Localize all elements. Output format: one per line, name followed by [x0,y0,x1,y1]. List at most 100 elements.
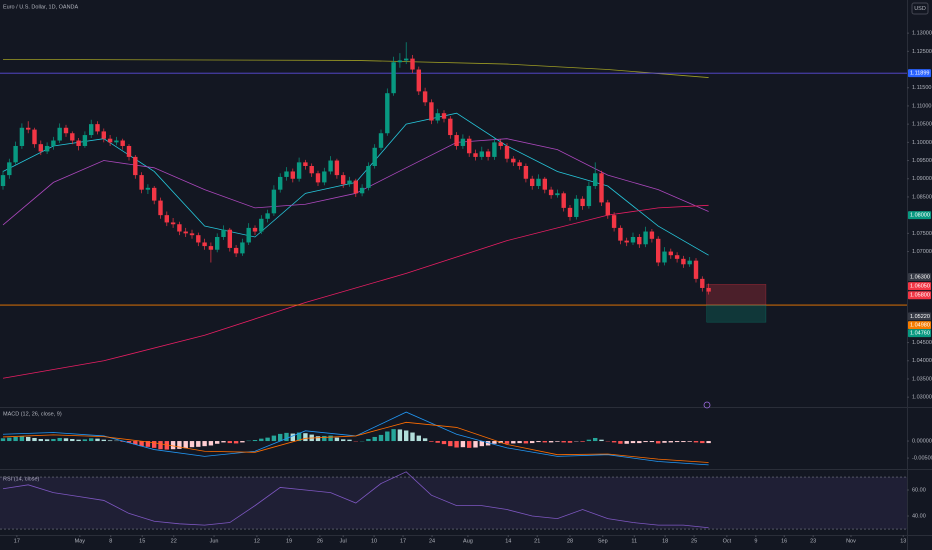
candle-body [89,124,94,136]
candle-body [290,171,295,179]
x-tick-label: 22 [171,538,177,544]
candle-body [227,229,232,248]
macd-histogram-bar [555,441,560,442]
macd-histogram-bar [372,436,377,442]
candle-body [252,227,258,232]
price-label-bg [908,321,931,330]
macd-histogram-bar [681,441,686,443]
candle-body [378,133,384,148]
price-label-bg [908,312,931,321]
price-label: 1.05800 [910,293,930,299]
price-label: 1.06050 [910,284,930,290]
macd-histogram-bar [19,436,25,442]
macd-histogram-bar [517,441,522,444]
currency-button[interactable] [911,2,929,15]
candle-body [126,145,132,157]
candle-body [322,171,327,183]
macd-histogram-bar [32,437,37,442]
macd-histogram-bar [51,439,56,442]
macd-histogram-bar [227,441,232,444]
y-tick-label: 1.12500 [912,49,932,55]
price-label-bg [908,282,931,291]
macd-histogram-bar [265,437,270,442]
x-tick-label: Nov [846,538,856,544]
x-tick-label: 28 [567,538,573,544]
macd-histogram-bar [177,441,182,449]
candle-body [82,135,88,146]
candle-body [441,113,447,119]
macd-histogram-bar [133,441,138,445]
moving-average [2,204,709,379]
candle-body [637,236,642,245]
candle-body [448,118,453,136]
y-tick-label: 1.04500 [912,340,932,346]
macd-histogram-bar [422,438,428,442]
macd-histogram-bar [397,429,403,442]
candle-body [315,173,321,183]
candle-body [410,58,415,70]
y-tick-label: 1.08500 [912,194,932,200]
event-icon[interactable] [703,401,711,409]
macd-histogram-bar [328,435,333,442]
currency[interactable]: USD [914,6,926,12]
candle-body [662,251,667,263]
x-tick-label: 23 [810,538,816,544]
price-label-bg [908,329,931,338]
candle-body [177,224,182,232]
macd-histogram-bar [511,441,516,444]
macd-histogram-bar [202,441,207,447]
candle-body [233,247,239,254]
macd-histogram-bar [158,441,163,450]
candle-body [215,236,220,250]
candle-body [643,231,648,245]
macd-histogram-bar [656,441,661,444]
macd-histogram-bar [208,441,214,446]
macd-histogram-bar [586,439,592,442]
y-tick-label: 1.07000 [912,249,932,255]
y-tick-label: 1.11000 [912,103,931,109]
y-tick-label: 1.09500 [912,158,932,164]
macd-histogram-bar [523,441,529,444]
x-tick-label: Sep [598,538,608,544]
macd-histogram-bar [649,441,655,443]
macd-histogram-bar [662,441,667,443]
price-label: 1.04980 [910,323,930,329]
macd-histogram-bar [107,440,113,442]
macd-histogram-bar [296,432,302,442]
candle-body [259,218,264,232]
candle-body [687,260,692,265]
candle-body [618,227,623,241]
candle-body [57,127,62,141]
candle-body [265,213,270,219]
candle-body [498,142,503,146]
macd-title: MACD (12, 26, close, 9) [3,411,62,417]
candle-body [26,127,31,130]
x-tick-label: Aug [463,538,473,544]
candle-body [548,189,554,196]
candle-body [435,113,440,121]
macd-histogram-bar [101,439,106,442]
macd-histogram-bar [441,441,447,445]
macd-histogram-bar [668,441,673,443]
candle-body [605,202,610,216]
candle-body [630,236,636,243]
price-label: 1.04760 [910,331,930,337]
candle-body [567,207,573,217]
macd-histogram-bar [593,437,598,442]
candle-body [593,173,598,187]
x-tick-label: 11 [631,538,637,544]
x-tick-label: Oct [723,538,732,544]
macd-histogram-bar [435,441,440,443]
candle-body [139,175,144,190]
x-tick-label: May [75,538,86,544]
candle-body [114,140,119,143]
macd-histogram-bar [580,441,585,442]
macd-histogram-bar [567,441,573,443]
macd-histogram-bar [164,441,169,450]
candle-body [95,124,100,132]
macd-histogram-bar [391,429,396,442]
x-tick-label: Jul [340,538,347,544]
main-pane [0,42,907,379]
rsi-line [2,471,709,529]
macd-histogram-bar [385,431,390,442]
